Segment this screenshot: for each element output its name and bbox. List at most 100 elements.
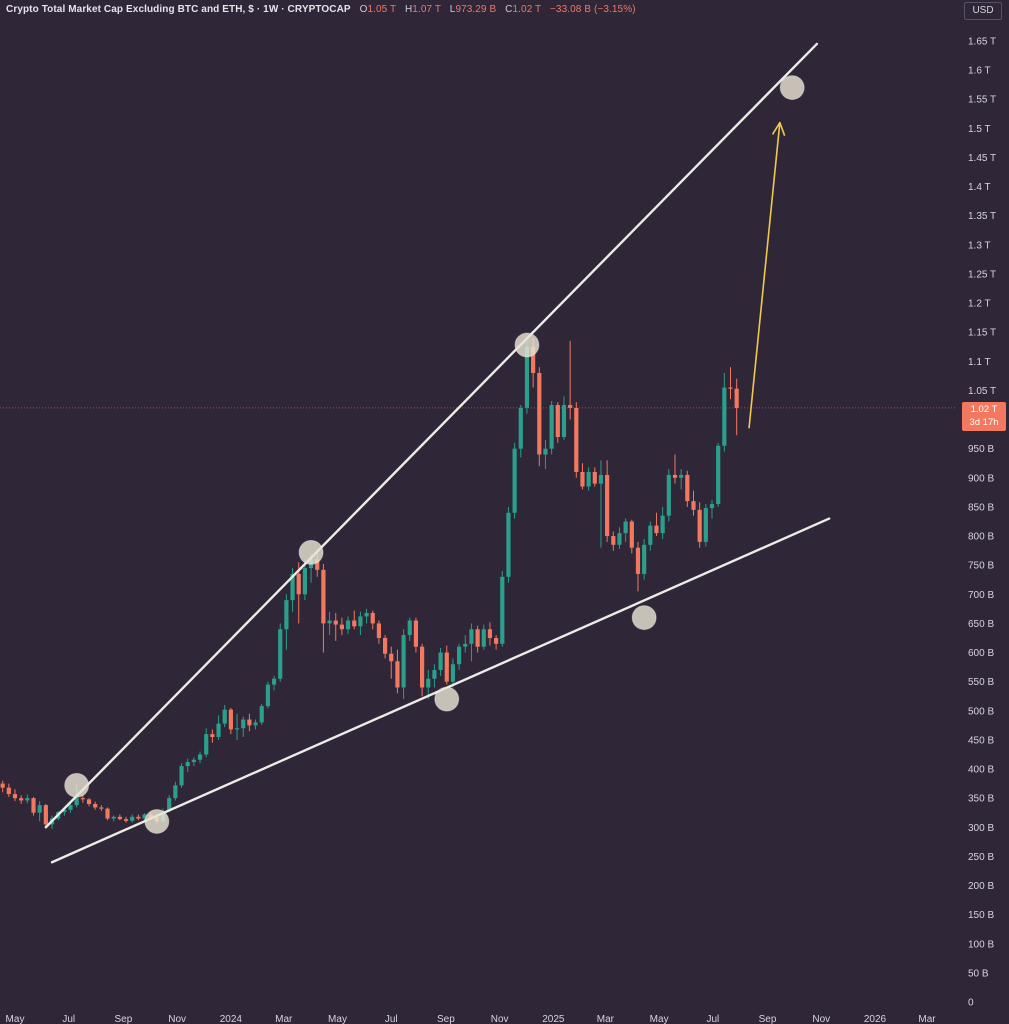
candle-body [278,629,283,679]
candle [12,789,18,802]
x-tick-label: May [6,1014,25,1024]
candle [617,527,622,549]
candle [426,670,431,700]
candle [253,719,258,730]
candle-body [642,544,647,574]
candle [370,610,375,630]
candle-body [382,637,388,654]
x-tick-label: May [328,1014,347,1024]
candle [537,367,542,467]
candle [432,664,437,688]
open-value: 1.05 T [367,4,397,15]
candle-body [672,474,678,478]
candle-body [167,798,172,811]
candle [25,794,30,804]
candle [352,610,357,630]
candles-group [0,338,739,830]
touch-point [64,772,90,798]
x-tick-label: Mar [597,1014,615,1024]
candle-body [290,573,295,601]
candle [611,531,616,551]
candle-body [62,809,67,813]
x-tick-label: May [650,1014,669,1024]
x-tick-label: Nov [168,1014,186,1024]
candle [457,643,462,671]
candle [173,781,178,801]
candle [6,783,11,797]
candle-body [598,474,604,484]
candle-body [191,759,196,763]
currency-button[interactable]: USD [964,2,1002,20]
y-tick-label: 600 B [968,648,994,659]
candle [561,396,567,440]
y-tick-label: 800 B [968,532,994,543]
x-tick-label: Jul [385,1014,398,1024]
y-tick-label: 1.6 T [968,66,991,77]
y-tick-label: 1.2 T [968,299,991,310]
y-tick-label: 450 B [968,735,994,746]
touch-point [434,686,460,712]
candle-body [136,816,141,819]
candle [117,814,122,821]
x-tick-label: Nov [491,1014,509,1024]
candle [648,521,653,551]
candle [278,623,283,682]
x-tick-label: Sep [114,1014,132,1024]
candle-body [574,407,579,472]
candle [592,467,597,487]
low-value: 973.29 B [455,4,497,15]
candle [518,405,523,458]
candle [419,643,425,697]
y-tick-label: 200 B [968,881,994,892]
candle [703,504,708,547]
candle-body [130,816,135,821]
candle-body [364,612,369,617]
candle-body [376,623,382,638]
candle [142,813,147,821]
candle-body [43,805,48,825]
candle-body [654,525,659,534]
y-tick-label: 700 B [968,590,994,601]
x-tick-label: Jul [706,1014,719,1024]
chart-legend-header: Crypto Total Market Cap Excluding BTC an… [6,4,636,18]
y-tick-label: 1.1 T [968,357,991,368]
y-tick-label: 500 B [968,706,994,717]
candle-body [247,719,252,726]
candle [210,729,215,743]
y-tick-label: 250 B [968,852,994,863]
candle-body [352,620,357,627]
candle [86,798,92,807]
candle-body [660,515,665,534]
candle [475,625,480,653]
candle-body [543,448,548,455]
candle [123,816,129,823]
candle-body [197,754,203,760]
candle [271,675,277,691]
candle [716,442,721,507]
x-tick-label: Nov [812,1014,830,1024]
candle-body [617,533,622,545]
candle [543,439,548,470]
candle [438,647,443,676]
candle [179,763,184,788]
candle [364,608,369,624]
candle-body [500,576,505,644]
candle-body [6,787,11,795]
y-tick-label: 50 B [968,968,989,979]
candle-body [12,794,18,799]
x-tick-label: Sep [759,1014,777,1024]
candle [709,499,715,519]
candle [111,815,116,822]
candle [598,460,604,548]
candle-body [568,405,573,408]
y-tick-label: 1.45 T [968,153,996,164]
candle [204,728,209,758]
candle-body [234,728,240,730]
candle [580,463,585,490]
candle-body [111,816,116,819]
candle [339,617,345,636]
candle-body [450,664,456,682]
candle [241,716,246,737]
